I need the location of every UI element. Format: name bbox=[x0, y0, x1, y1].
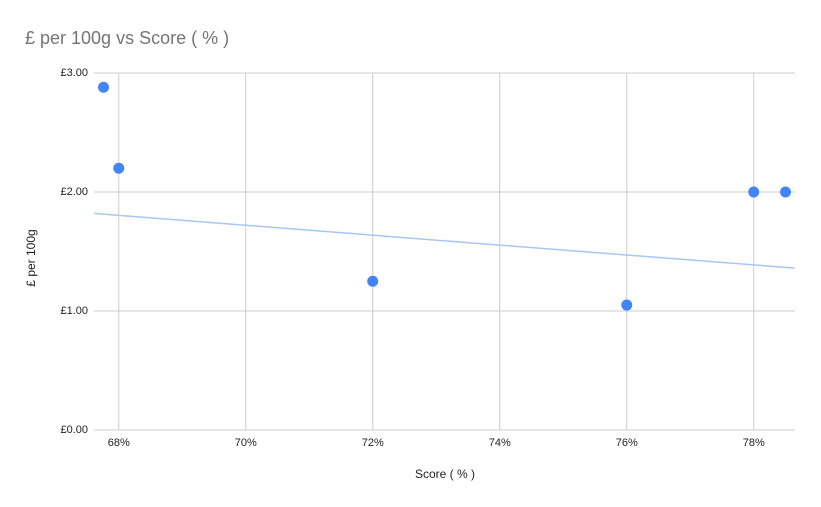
x-tick-label: 76% bbox=[616, 437, 638, 449]
point bbox=[621, 299, 633, 311]
point bbox=[748, 186, 760, 198]
point bbox=[98, 81, 110, 93]
y-tick-label: £1.00 bbox=[60, 305, 88, 317]
y-tick-label: £0.00 bbox=[60, 424, 88, 436]
x-tick-label: 78% bbox=[743, 437, 765, 449]
y-tick-label: £3.00 bbox=[60, 67, 88, 79]
x-tick-label: 70% bbox=[235, 437, 257, 449]
x-tick-label: 74% bbox=[489, 437, 511, 449]
x-tick-label: 68% bbox=[108, 437, 130, 449]
trendline bbox=[93, 212, 796, 269]
chart-title: £ per 100g vs Score ( % ) bbox=[25, 28, 229, 48]
point bbox=[113, 162, 125, 174]
y-axis-label: £ per 100g bbox=[24, 229, 38, 286]
x-axis-label: Score ( % ) bbox=[415, 467, 475, 481]
x-tick-label: 72% bbox=[362, 437, 384, 449]
point bbox=[367, 275, 379, 287]
y-tick-label: £2.00 bbox=[60, 186, 88, 198]
point bbox=[779, 186, 791, 198]
